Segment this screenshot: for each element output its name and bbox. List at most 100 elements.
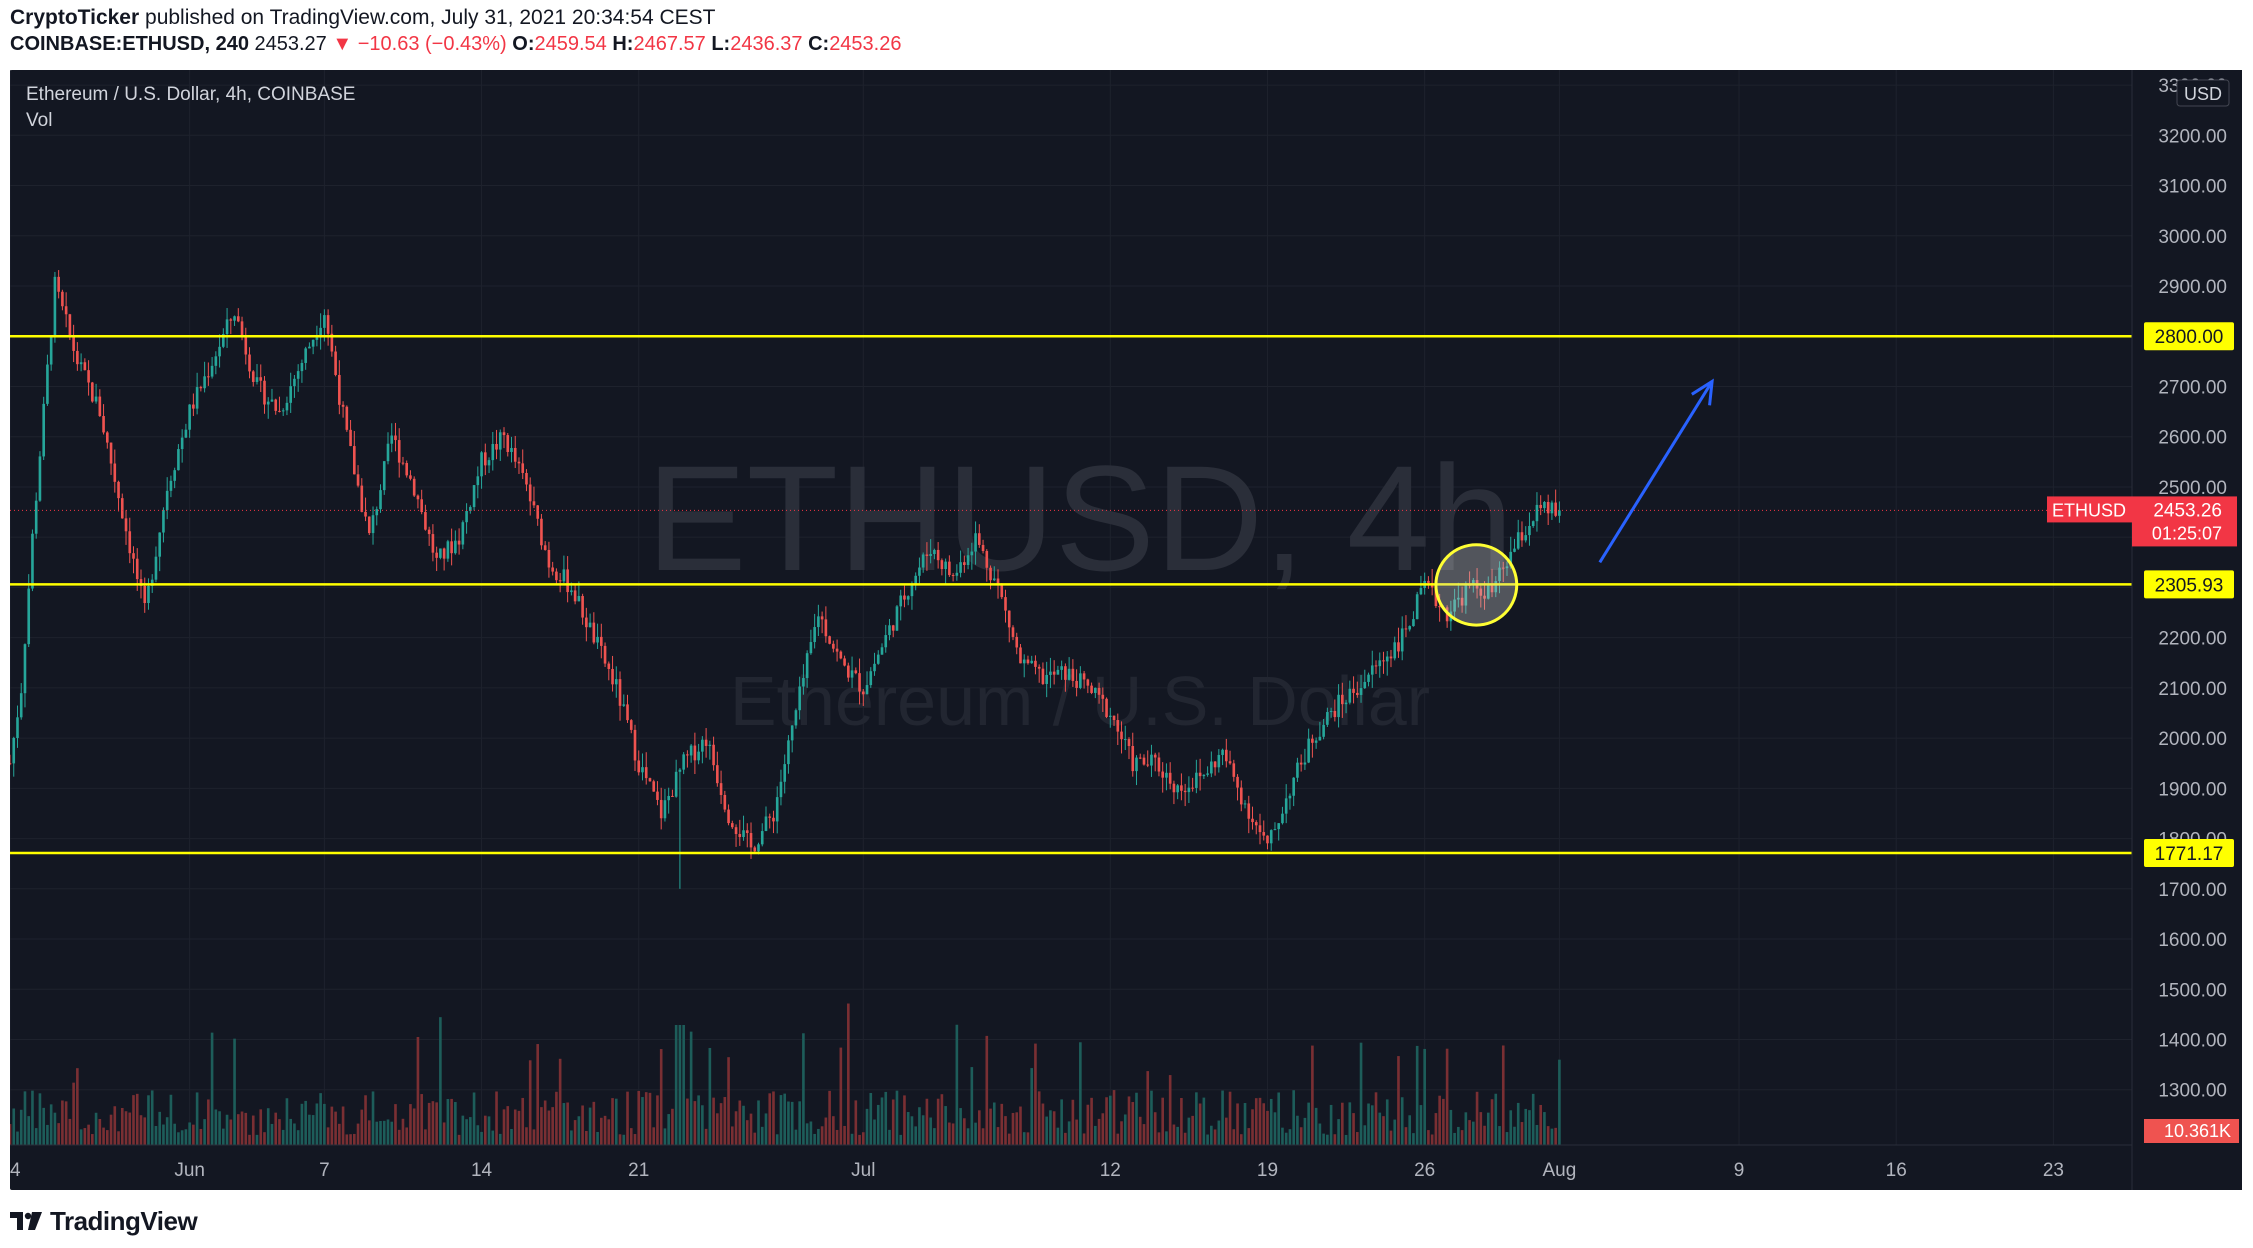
volume-bar [1075, 1119, 1078, 1145]
watermark-symbol: ETHUSD, 4h [647, 434, 1514, 602]
candle-body [225, 319, 229, 335]
bar-countdown: 01:25:07 [2152, 523, 2222, 543]
chart-legend-title[interactable]: Ethereum / U.S. Dollar, 4h, COINBASE [26, 84, 356, 105]
footer-brand[interactable]: TradingView [10, 1203, 198, 1239]
candle-body [382, 461, 386, 491]
candle-body [1105, 698, 1108, 717]
candle-body [450, 541, 453, 554]
candle-body [439, 548, 442, 558]
volume-bar [1546, 1126, 1550, 1145]
y-tick-label: 1900.00 [2158, 779, 2227, 800]
y-tick-label: 1600.00 [2158, 930, 2227, 951]
candle-body [143, 585, 147, 604]
candle-body [1314, 740, 1318, 743]
candle-body [1460, 597, 1464, 606]
volume-bar [184, 1129, 188, 1145]
candle-body [1221, 749, 1224, 755]
volume-bar [450, 1098, 453, 1145]
volume-bar [588, 1107, 592, 1145]
volume-bar [465, 1119, 468, 1145]
volume-bar [611, 1098, 614, 1145]
volume-bar [861, 1132, 865, 1145]
volume-bar [1348, 1102, 1352, 1145]
volume-bar [652, 1127, 656, 1145]
candle-body [1543, 502, 1546, 509]
candle-body [996, 578, 1000, 585]
candle-body [1254, 822, 1258, 826]
candle-body [805, 653, 809, 679]
brand-name: TradingView [50, 1205, 198, 1236]
candle-body [91, 382, 94, 402]
volume-bar [716, 1113, 719, 1145]
candle-body [38, 456, 42, 501]
y-tick-label: 2200.00 [2158, 629, 2227, 650]
volume-bar [120, 1107, 124, 1145]
volume-bar [832, 1116, 835, 1145]
level-price-label: 1771.17 [2155, 844, 2224, 865]
candle-body [1067, 668, 1071, 680]
candle-body [34, 500, 38, 534]
volume-bar [1142, 1124, 1146, 1145]
volume-bar [543, 1100, 547, 1145]
candle-body [521, 463, 525, 473]
candle-body [31, 533, 34, 589]
volume-bar [435, 1102, 438, 1145]
volume-bar [259, 1109, 263, 1145]
candle-body [1284, 798, 1288, 814]
candle-body [1135, 757, 1138, 772]
candle-body [1341, 694, 1344, 705]
candle-body [495, 443, 498, 450]
volume-bar [326, 1127, 330, 1145]
volume-bar [506, 1106, 510, 1145]
candle-body [1277, 823, 1281, 830]
candle-body [319, 327, 322, 338]
volume-bar [745, 1120, 749, 1145]
volume-bar [629, 1128, 633, 1145]
chart-panel[interactable]: ETHUSD, 4h Ethereum / U.S. Dollar 1300.00… [10, 70, 2242, 1190]
candle-body [1378, 660, 1382, 667]
candle-body [607, 663, 611, 669]
volume-bar [1262, 1103, 1266, 1145]
candle-body [1239, 787, 1243, 805]
candle-body [72, 335, 75, 351]
candle-body [102, 416, 105, 433]
volume-bar [323, 1103, 326, 1145]
volume-bar [641, 1097, 644, 1145]
candle-body [936, 549, 940, 561]
volume-bar [203, 1119, 206, 1145]
candle-body [641, 767, 644, 773]
candle-body [16, 717, 19, 738]
volume-bar [461, 1115, 465, 1145]
candle-body [1404, 628, 1408, 630]
volume-bar [502, 1109, 506, 1145]
volume-bar [648, 1092, 652, 1145]
candle-body [843, 658, 846, 666]
candle-body [1258, 825, 1262, 833]
candle-body [719, 783, 723, 795]
volume-bar [1026, 1132, 1030, 1145]
y-tick-label: 2100.00 [2158, 679, 2227, 700]
volume-bar [678, 1025, 682, 1145]
volume-bar [225, 1114, 229, 1145]
volume-bar [192, 1124, 195, 1145]
candle-body [311, 339, 315, 347]
candle-body [716, 765, 719, 784]
candle-body [483, 452, 487, 466]
level-price-label: 2800.00 [2155, 327, 2224, 348]
candle-body [760, 831, 764, 845]
volume-bar [345, 1134, 349, 1145]
volume-bar [1131, 1102, 1135, 1145]
ohlc-info: COINBASE:ETHUSD, 240 2453.27 ▼ −10.63 (−… [10, 33, 901, 56]
candle-body [1397, 642, 1400, 652]
publisher-name[interactable]: CryptoTicker [10, 6, 140, 29]
candle-body [435, 552, 438, 558]
chart-legend-volume[interactable]: Vol [26, 110, 53, 131]
candle-body [42, 403, 45, 457]
volume-bar [1419, 1105, 1423, 1145]
volume-bar [353, 1133, 356, 1145]
volume-bar [222, 1128, 225, 1145]
candle-body [723, 794, 727, 810]
candle-body [1262, 832, 1266, 836]
volume-bar [1146, 1071, 1150, 1145]
